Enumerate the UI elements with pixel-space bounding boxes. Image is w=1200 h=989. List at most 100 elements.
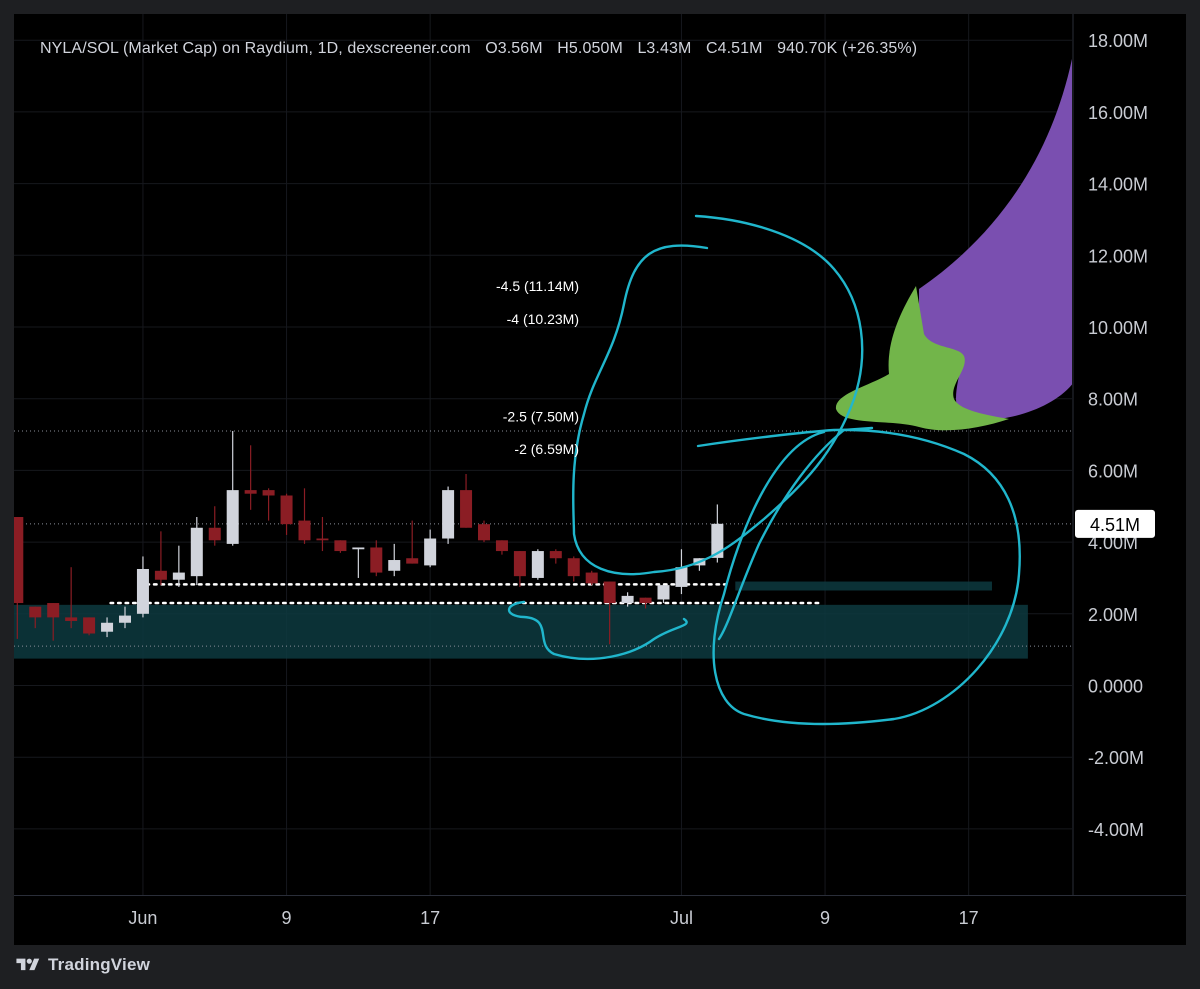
candle: [334, 540, 347, 553]
ohlc-change: 940.70K (+26.35%): [777, 40, 918, 57]
zone-rect: [14, 604, 1028, 659]
candle: [316, 517, 329, 552]
candle: [65, 567, 78, 629]
horizontal-level-lines: [14, 430, 1072, 647]
price-tick-label: 4.00M: [1088, 533, 1138, 553]
candle: [424, 529, 437, 568]
price-badge-bg: [1075, 509, 1155, 538]
candle-body: [226, 490, 239, 544]
candle: [280, 493, 293, 535]
candle: [29, 606, 42, 629]
candle-body: [65, 617, 78, 621]
fib-level-label: -2.5 (7.50M): [503, 409, 579, 425]
candlestick-chart[interactable]: -4.5 (11.14M) -4 (10.23M) -2.5 (7.50M) -2 (…: [14, 14, 1186, 945]
candle: [603, 581, 616, 645]
candle-body: [29, 606, 42, 618]
candle-body: [101, 622, 114, 632]
time-tick-label: Jun: [128, 908, 157, 928]
candle: [460, 473, 473, 528]
candle: [549, 549, 562, 564]
candle-body: [585, 572, 598, 584]
candle: [370, 540, 383, 577]
time-tick-label: 9: [282, 908, 292, 928]
candle-body: [298, 520, 311, 541]
ohlc-low: L3.43M: [637, 40, 692, 57]
candle-body: [388, 560, 401, 571]
candle-body: [14, 517, 24, 604]
candle-body: [172, 572, 185, 580]
candle: [657, 585, 670, 604]
ohlc-high: H5.050M: [557, 40, 623, 57]
candle-body: [639, 597, 652, 604]
candle: [352, 547, 365, 578]
candle: [406, 520, 419, 564]
eggplant-icon: [835, 58, 1072, 431]
candle-body: [334, 540, 347, 552]
fib-level-label: -4 (10.23M): [507, 311, 579, 327]
candle: [101, 617, 114, 638]
price-tick-label: 8.00M: [1088, 390, 1138, 410]
price-tick-label: -4.00M: [1088, 820, 1144, 840]
candle: [567, 556, 580, 582]
candle: [298, 488, 311, 544]
candle: [531, 549, 544, 580]
drawn-annotations: [507, 214, 1021, 726]
price-tick-label: 16.00M: [1088, 103, 1148, 123]
legend-header: NYLA/SOL (Market Cap) on Raydium, 1D, de…: [40, 40, 927, 58]
candle: [83, 617, 96, 636]
tradingview-logo-icon: [16, 958, 40, 971]
candle: [172, 545, 185, 587]
tradingview-wordmark: TradingView: [48, 955, 151, 974]
support-lines: [109, 583, 823, 605]
candle: [513, 551, 526, 587]
candle-body: [47, 603, 60, 618]
candle-body: [190, 527, 203, 577]
candle: [208, 506, 221, 546]
candle-body: [119, 615, 131, 623]
candle: [585, 570, 598, 586]
price-tick-label: 14.00M: [1088, 175, 1148, 195]
fib-level-label: -2 (6.59M): [514, 441, 579, 457]
annotation-loop-upper: [572, 214, 864, 576]
candle-body: [657, 585, 670, 600]
price-axis[interactable]: 18.00M 16.00M 14.00M 12.00M 10.00M 8.00M 6.00M…: [1088, 31, 1148, 840]
fib-level-label: -4.5 (11.14M): [496, 278, 579, 294]
candle-body: [513, 551, 526, 577]
price-badge-label: 4.51M: [1090, 515, 1140, 535]
candle-body: [603, 581, 616, 604]
candle: [675, 549, 688, 595]
candle-body: [244, 490, 257, 494]
grid-lines: [14, 14, 1072, 895]
candle: [621, 592, 634, 607]
candle-body: [370, 547, 383, 573]
fib-extension-labels: -4.5 (11.14M) -4 (10.23M) -2.5 (7.50M) -2 (…: [496, 278, 579, 457]
tradingview-branding[interactable]: TradingView: [14, 952, 150, 978]
candle: [226, 430, 239, 546]
candle-body: [406, 558, 419, 564]
time-axis[interactable]: Jun 9 17 Jul 9 17: [128, 908, 978, 928]
candle-body: [531, 551, 544, 578]
price-tick-label: 10.00M: [1088, 318, 1148, 338]
candle: [262, 488, 275, 521]
candle: [154, 531, 167, 586]
price-tick-label: 0.0000: [1088, 677, 1143, 697]
candle-body: [460, 490, 473, 528]
candle-body: [495, 540, 508, 552]
price-tick-label: 2.00M: [1088, 605, 1138, 625]
candle: [47, 603, 60, 641]
annotation-scribble: [507, 600, 688, 661]
ohlc-open: O3.56M: [485, 40, 543, 57]
candle-body: [316, 538, 329, 541]
chart-frame: -4.5 (11.14M) -4 (10.23M) -2.5 (7.50M) -2 (…: [14, 14, 1186, 945]
candle-body: [549, 551, 562, 559]
candle-body: [567, 558, 580, 577]
candle-body: [83, 617, 96, 634]
candle: [244, 445, 257, 510]
zone-rect: [735, 581, 992, 591]
candle: [442, 486, 455, 544]
candle: [478, 520, 490, 543]
symbol-title[interactable]: NYLA/SOL (Market Cap) on Raydium, 1D, de…: [40, 40, 471, 57]
candle-body: [424, 538, 437, 566]
candle: [119, 606, 131, 629]
candle-body: [675, 567, 688, 587]
